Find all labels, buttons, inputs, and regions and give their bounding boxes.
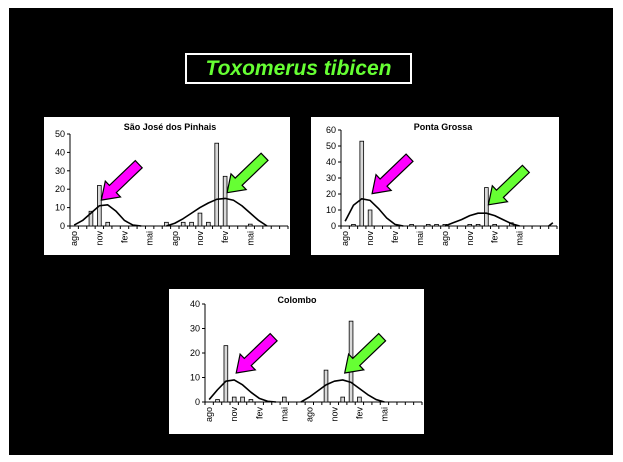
bar bbox=[492, 224, 497, 227]
bar bbox=[357, 396, 362, 403]
x-tick-label: fev bbox=[120, 231, 130, 244]
bar bbox=[475, 224, 481, 227]
green-arrow-icon bbox=[487, 164, 531, 206]
bar bbox=[425, 224, 431, 227]
bar bbox=[359, 140, 365, 227]
x-tick-label: fev bbox=[354, 407, 364, 420]
chart-colombo: Colombo 0 10 20 30 40 ago nov fev mai ago nov fev mai bbox=[169, 289, 424, 434]
x-tick-label: nov bbox=[94, 231, 104, 246]
y-tick-label: 30 bbox=[326, 173, 336, 183]
y-tick-label: 40 bbox=[55, 147, 65, 157]
x-tick-label: ago bbox=[204, 407, 214, 422]
y-tick-label: 20 bbox=[326, 189, 336, 199]
chart-sao-jose-dos-pinhais: São José dos Pinhais 0 10 20 30 40 50 ago nov fev… bbox=[44, 117, 290, 255]
bar bbox=[88, 210, 94, 227]
chart-svg: Ponta Grossa 0 10 20 30 40 50 60 ago nov fev mai ago… bbox=[326, 122, 558, 246]
x-tick-label: ago bbox=[304, 407, 314, 422]
bar bbox=[367, 209, 373, 227]
bar bbox=[222, 175, 228, 227]
x-tick-label: mai bbox=[515, 231, 525, 246]
magenta-arrow-icon bbox=[100, 159, 144, 201]
bar bbox=[340, 396, 345, 403]
x-tick-label: fev bbox=[390, 231, 400, 244]
fit-curve bbox=[548, 222, 554, 227]
chart-title: Ponta Grossa bbox=[414, 122, 474, 132]
bar bbox=[206, 221, 211, 227]
y-tick-label: 50 bbox=[55, 129, 65, 139]
green-arrow-icon bbox=[343, 332, 387, 374]
bar bbox=[105, 221, 111, 227]
x-tick-label: ago bbox=[170, 231, 180, 246]
bar bbox=[164, 221, 169, 227]
bar bbox=[467, 224, 473, 227]
y-tick-label: 60 bbox=[326, 125, 336, 135]
y-tick-label: 10 bbox=[190, 373, 200, 383]
chart-svg: Colombo 0 10 20 30 40 ago nov fev mai ago nov fev mai bbox=[190, 295, 423, 422]
x-tick-label: mai bbox=[245, 231, 255, 246]
x-tick-label: fev bbox=[254, 407, 264, 420]
bar bbox=[223, 345, 229, 403]
y-tick-label: 30 bbox=[55, 166, 65, 176]
y-tick-label: 40 bbox=[326, 157, 336, 167]
bar bbox=[215, 399, 220, 403]
bar bbox=[214, 142, 220, 227]
y-tick-label: 10 bbox=[55, 203, 65, 213]
x-tick-label: ago bbox=[440, 231, 450, 246]
y-tick-label: 50 bbox=[326, 141, 336, 151]
y-tick-label: 20 bbox=[55, 184, 65, 194]
x-tick-label: mai bbox=[279, 407, 289, 422]
fit-curve bbox=[344, 198, 404, 227]
bar bbox=[231, 396, 237, 403]
bar bbox=[180, 221, 186, 227]
bar bbox=[189, 221, 194, 227]
green-arrow-icon bbox=[226, 152, 269, 194]
x-tick-label: nov bbox=[229, 407, 239, 422]
x-tick-label: fev bbox=[490, 231, 500, 244]
fit-curve bbox=[208, 379, 277, 403]
fit-curve bbox=[166, 197, 268, 227]
bar bbox=[434, 224, 439, 227]
bar bbox=[484, 187, 489, 227]
y-tick-label: 10 bbox=[326, 205, 336, 215]
y-tick-label: 0 bbox=[60, 221, 65, 231]
fit-curve bbox=[300, 379, 385, 403]
x-tick-label: nov bbox=[195, 231, 205, 246]
x-tick-label: ago bbox=[69, 231, 79, 246]
fit-curve bbox=[73, 204, 142, 227]
x-tick-label: mai bbox=[379, 407, 389, 422]
bar bbox=[197, 212, 203, 227]
bar bbox=[240, 396, 245, 403]
bar bbox=[247, 223, 253, 227]
slide-title: Toxomerus tibicen bbox=[185, 53, 412, 84]
chart-ponta-grossa: Ponta Grossa 0 10 20 30 40 50 60 ago nov fev mai ago… bbox=[311, 117, 559, 255]
x-tick-label: ago bbox=[340, 231, 350, 246]
magenta-arrow-icon bbox=[371, 153, 414, 195]
bar bbox=[248, 399, 254, 403]
x-tick-label: nov bbox=[465, 231, 475, 246]
x-tick-label: nov bbox=[365, 231, 375, 246]
chart-title: Colombo bbox=[278, 295, 317, 305]
x-tick-label: nov bbox=[329, 407, 339, 422]
magenta-arrow-icon bbox=[235, 332, 278, 374]
y-tick-label: 20 bbox=[190, 348, 200, 358]
chart-svg: São José dos Pinhais 0 10 20 30 40 50 ago nov fev… bbox=[55, 122, 289, 246]
x-tick-label: mai bbox=[145, 231, 155, 246]
y-tick-label: 30 bbox=[190, 324, 200, 334]
bar bbox=[282, 396, 287, 403]
bar bbox=[351, 224, 356, 227]
x-tick-label: mai bbox=[415, 231, 425, 246]
y-tick-label: 40 bbox=[190, 299, 200, 309]
bar bbox=[409, 224, 414, 227]
y-tick-label: 0 bbox=[195, 397, 200, 407]
fit-curve bbox=[444, 212, 520, 227]
chart-title: São José dos Pinhais bbox=[124, 122, 217, 132]
y-tick-label: 0 bbox=[331, 221, 336, 231]
x-tick-label: fev bbox=[220, 231, 230, 244]
